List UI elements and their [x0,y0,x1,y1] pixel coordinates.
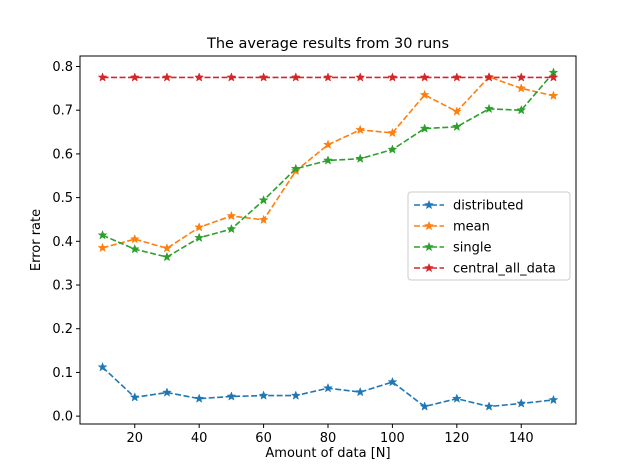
data-point [548,72,559,82]
y-axis: 0.0 0.1 0.2 0.3 0.4 0.5 0.6 0.7 0.8 [52,60,80,425]
data-point [258,72,269,82]
data-point [484,103,494,114]
legend-box [407,191,571,281]
data-point [323,72,333,82]
x-axis-label: Amount of data [N] [265,446,390,461]
data-point [419,89,430,100]
series-distributed [97,361,559,411]
data-point [258,390,269,400]
legend-marker [424,199,434,210]
data-point [290,163,301,173]
data-point [516,104,527,115]
data-point [355,124,366,135]
legend-label: single [453,241,492,256]
data-point [323,139,333,149]
data-point [516,72,527,82]
data-point [194,72,205,82]
x-tick-label: 100 [380,431,405,446]
data-point [290,390,301,400]
data-point [387,144,398,154]
y-tick-label: 0.1 [52,366,73,381]
data-point [226,210,237,221]
data-point [129,233,140,244]
data-point [194,393,205,403]
data-point [451,72,462,82]
data-point [194,232,205,243]
y-axis-label: Error rate [29,209,44,271]
legend-item-distributed: distributed [414,199,524,214]
data-point [162,251,172,262]
y-tick-label: 0.3 [52,279,73,294]
data-point [194,222,205,232]
x-tick-label: 80 [320,431,337,446]
data-point [355,386,366,397]
x-tick-label: 40 [191,431,208,446]
data-point [97,242,108,253]
legend-item-central_all_data: central_all_data [414,262,556,277]
data-point [419,72,430,82]
data-point [226,391,237,401]
data-point [97,361,108,372]
data-point [451,106,462,116]
data-point [484,401,494,411]
data-point [97,72,108,82]
chart-title: The average results from 30 runs [206,36,449,52]
legend-label: distributed [453,199,524,214]
x-tick-label: 60 [255,431,272,446]
data-point [419,401,430,411]
y-tick-label: 0.5 [52,191,73,206]
data-point [355,153,366,163]
data-point [387,376,398,387]
x-tick-label: 20 [126,431,143,446]
x-tick-label: 120 [444,431,469,446]
data-point [97,229,108,240]
data-point [162,243,172,253]
legend-marker [424,220,434,231]
legend-label: central_all_data [453,262,556,277]
data-point [548,394,559,405]
series-central_all_data [97,72,559,82]
data-point [323,155,333,165]
data-point [290,72,301,82]
data-point [419,123,430,133]
legend-marker [424,241,434,252]
y-tick-label: 0.8 [52,60,73,75]
x-tick-label: 140 [509,431,534,446]
data-point [355,72,366,82]
legend-label: mean [453,220,490,235]
series-single [97,67,559,262]
y-tick-label: 0.0 [52,410,73,425]
y-tick-label: 0.2 [52,322,73,337]
data-point [516,83,527,93]
data-point [129,392,140,402]
data-point [258,195,269,205]
data-point [451,121,462,132]
data-point [387,127,398,138]
legend-marker [424,262,434,273]
y-tick-label: 0.7 [52,104,73,119]
data-point [226,72,237,82]
data-point [162,387,172,397]
data-point [129,243,140,254]
data-point [226,223,237,234]
data-point [323,382,333,393]
data-point [548,90,559,100]
legend-item-mean: mean [414,220,490,235]
data-point [516,398,527,408]
legend: distributed mean single central_all_data [407,191,571,281]
x-axis: 20 40 60 80 100 120 140 [126,424,534,446]
data-point [258,214,269,225]
data-point [451,393,462,403]
data-point [129,72,140,82]
y-tick-label: 0.4 [52,235,73,250]
legend-item-single: single [414,241,492,256]
plot-content [97,67,559,411]
data-point [484,72,494,82]
data-point [162,72,172,82]
y-tick-label: 0.6 [52,147,73,162]
data-point [387,72,398,82]
